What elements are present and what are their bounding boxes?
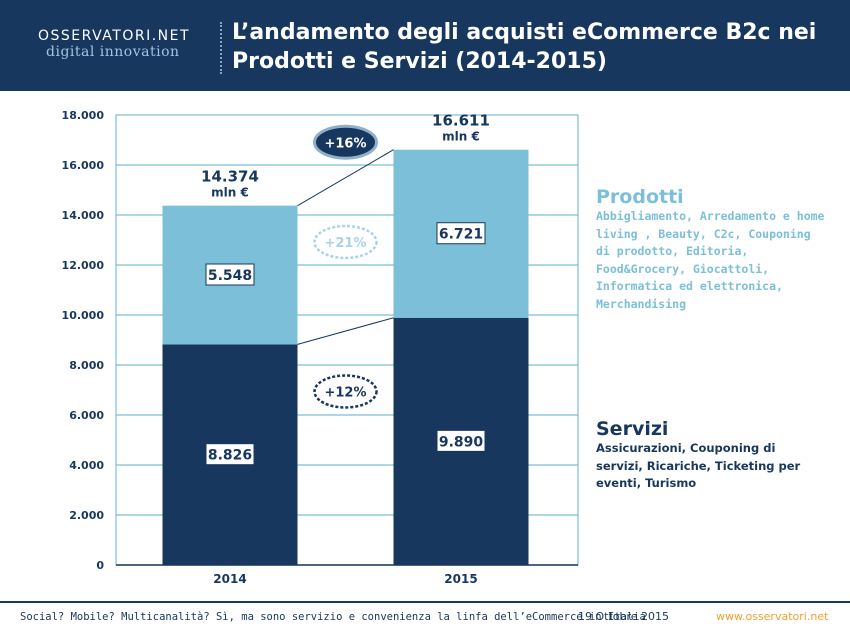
footer-caption: Social? Mobile? Multicanalità? Sì, ma so… (20, 611, 646, 623)
y-tick-label: 16.000 (62, 159, 105, 172)
page-title-line2: Prodotti e Servizi (2014-2015) (232, 49, 607, 74)
total-unit-label: mln € (442, 130, 480, 144)
total-label: 16.611 (432, 112, 490, 130)
y-tick-label: 6.000 (69, 409, 104, 422)
logo-tagline: digital innovation (46, 44, 180, 60)
y-tick-label: 10.000 (62, 309, 105, 322)
footer-date: 19 Ottobre 2015 (578, 610, 670, 623)
legend-servizi-description: Assicurazioni, Couponing di servizi, Ric… (596, 441, 801, 490)
growth-prodotti-badge (313, 224, 378, 260)
logo-wordmark: OSSERVATORI.NET (38, 28, 191, 44)
y-tick-label: 14.000 (62, 209, 105, 222)
y-tick-label: 4.000 (69, 459, 104, 472)
growth-servizi-label: +12% (324, 386, 366, 401)
growth-prodotti-label: +21% (324, 236, 366, 251)
y-tick-label: 0 (96, 559, 104, 572)
legend-prodotti: Prodotti Abbigliamento, Arredamento e ho… (596, 186, 826, 313)
y-tick-label: 18.000 (62, 109, 105, 122)
footer-website-link[interactable]: www.osservatori.net (716, 610, 829, 623)
connector-line-total (297, 149, 394, 207)
total-unit-label: mln € (211, 186, 249, 200)
header-banner: OSSERVATORI.NET digital innovation L’and… (0, 0, 850, 91)
value-label: 8.826 (208, 448, 252, 464)
value-label-box (205, 263, 255, 286)
footer-divider (0, 601, 850, 603)
stacked-bar-chart: 0 2.000 4.000 6.000 8.000 10.000 12.000 14.000 1… (62, 109, 579, 586)
total-label: 14.374 (201, 168, 259, 186)
page-title-line1: L’andamento degli acquisti eCommerce B2c… (232, 20, 817, 45)
legend-prodotti-description: Abbigliamento, Arredamento e home living… (596, 209, 825, 311)
y-tick-label: 12.000 (62, 259, 105, 272)
x-tick-label: 2015 (444, 572, 477, 586)
legend-servizi: Servizi Assicurazioni, Couponing di serv… (596, 418, 826, 493)
value-label: 5.548 (208, 268, 252, 284)
legend-prodotti-title: Prodotti (596, 186, 684, 208)
growth-total-label: +16% (324, 136, 366, 151)
y-tick-label: 8.000 (69, 359, 104, 372)
page-title: L’andamento degli acquisti eCommerce B2c… (232, 18, 832, 76)
header-divider (220, 22, 222, 74)
connector-line-servizi (297, 317, 394, 345)
value-label-box (205, 443, 255, 466)
growth-servizi-badge (313, 374, 378, 409)
growth-total-badge (313, 124, 378, 160)
legend-servizi-title: Servizi (596, 418, 669, 440)
value-label: 6.721 (439, 227, 483, 243)
value-label-box (436, 429, 486, 452)
value-label-box (436, 222, 486, 245)
y-tick-label: 2.000 (69, 509, 104, 522)
value-label: 9.890 (439, 434, 484, 450)
x-tick-label: 2014 (213, 572, 246, 586)
